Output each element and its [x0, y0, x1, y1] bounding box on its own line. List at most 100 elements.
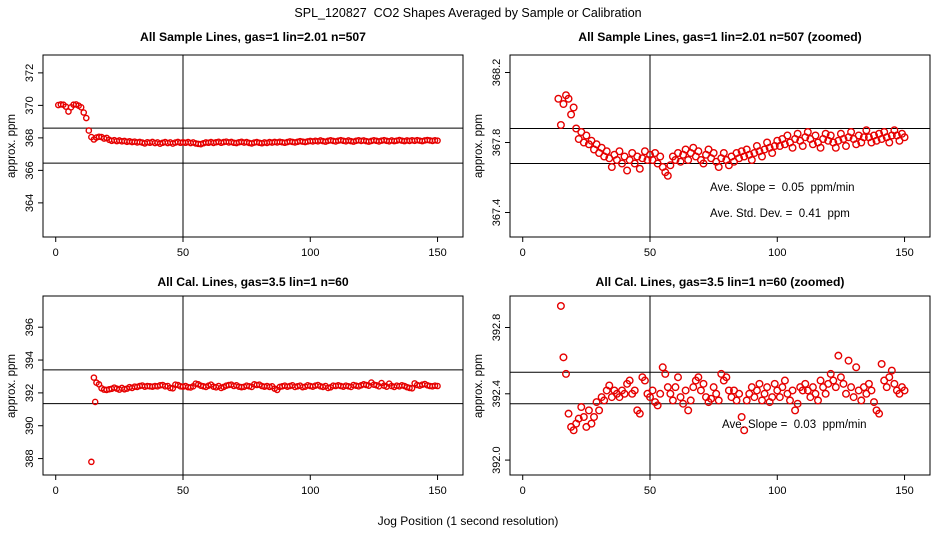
data-point — [694, 373, 703, 382]
x-tick-label: 100 — [768, 247, 786, 259]
data-point — [778, 383, 787, 392]
y-tick-label: 368 — [24, 129, 36, 147]
data-point — [831, 143, 840, 152]
data-point — [587, 419, 596, 428]
y-axis-label-sample: approx. ppm — [6, 114, 18, 178]
y-tick-label: 364 — [24, 194, 36, 212]
data-point — [847, 383, 856, 392]
data-point — [842, 389, 851, 398]
data-point — [742, 396, 751, 405]
data-point — [844, 356, 853, 365]
data-point — [559, 99, 568, 108]
data-point — [630, 386, 639, 395]
data-point — [686, 396, 695, 405]
x-tick-label: 0 — [520, 485, 526, 497]
data-point — [666, 161, 675, 170]
data-point — [684, 406, 693, 415]
x-tick-label: 0 — [53, 247, 59, 259]
data-point — [635, 164, 644, 173]
annotation-cal-slope: Ave. Slope = 0.03 ppm/min — [722, 419, 867, 431]
annotation-sample-stddev: Ave. Std. Dev. = 0.41 ppm — [710, 208, 850, 220]
data-point — [780, 140, 789, 149]
x-tick-label: 50 — [644, 247, 656, 259]
data-point — [434, 382, 441, 390]
x-tick-label: 100 — [768, 485, 786, 497]
data-point — [857, 396, 866, 405]
data-point — [793, 399, 802, 408]
data-point — [607, 162, 616, 171]
data-point — [836, 373, 845, 382]
data-point — [574, 414, 583, 423]
data-point — [882, 383, 891, 392]
data-point — [679, 399, 688, 408]
y-tick-label: 366 — [24, 161, 36, 179]
data-point — [600, 396, 609, 405]
x-tick-label: 150 — [895, 247, 913, 259]
data-point — [57, 101, 65, 108]
data-point — [900, 386, 909, 395]
data-point — [656, 152, 665, 161]
data-point — [786, 396, 795, 405]
data-point — [758, 152, 767, 161]
data-point — [564, 409, 573, 418]
data-point — [569, 426, 578, 435]
data-point — [770, 379, 779, 388]
data-point — [653, 401, 662, 410]
data-point — [625, 376, 634, 385]
data-point — [648, 386, 657, 395]
data-point — [740, 426, 749, 435]
data-point — [862, 126, 871, 135]
data-point — [839, 379, 848, 388]
data-point — [801, 379, 810, 388]
plot-frame — [42, 54, 464, 238]
data-point — [877, 359, 886, 368]
plot-frame — [509, 295, 931, 476]
data-point — [829, 376, 838, 385]
x-tick-label: 150 — [428, 247, 446, 259]
data-point — [775, 393, 784, 402]
main-title: SPL_120827 CO2 Shapes Averaged by Sample… — [294, 6, 642, 20]
annotation-sample-slope: Ave. Slope = 0.05 ppm/min — [710, 182, 855, 194]
panel-title-cal: All Cal. Lines, gas=3.5 lin=1 n=60 — [157, 275, 349, 289]
y-tick-label: 372 — [24, 64, 36, 82]
plot-frame — [509, 54, 931, 238]
x-tick-label: 150 — [428, 485, 446, 497]
data-point — [569, 103, 578, 112]
data-point — [821, 389, 830, 398]
data-point — [870, 398, 879, 407]
data-point — [864, 379, 873, 388]
y-axis-label-cal: approx. ppm — [6, 354, 18, 418]
x-tick-label: 0 — [53, 485, 59, 497]
data-point — [768, 148, 777, 157]
x-tick-label: 100 — [301, 485, 319, 497]
data-point — [816, 143, 825, 152]
data-point — [676, 157, 685, 166]
y-tick-label: 367.8 — [491, 129, 503, 157]
data-point — [564, 94, 573, 103]
data-point — [854, 131, 863, 140]
y-axis-label-cal-zoomed: approx. ppm — [473, 354, 485, 418]
data-point — [849, 393, 858, 402]
data-point — [556, 301, 565, 310]
data-point — [737, 412, 746, 421]
panel-title-cal-zoomed: All Cal. Lines, gas=3.5 lin=1 n=60 (zoom… — [595, 275, 845, 289]
data-point — [579, 412, 588, 421]
data-point — [808, 383, 817, 392]
y-tick-label: 396 — [24, 318, 36, 336]
data-point — [712, 389, 721, 398]
data-point — [658, 363, 667, 372]
data-point — [676, 393, 685, 402]
data-point — [834, 136, 843, 145]
data-point — [408, 384, 416, 392]
data-point — [793, 129, 802, 138]
data-point — [750, 148, 759, 157]
y-axis-label-sample-zoomed: approx. ppm — [473, 114, 485, 178]
y-tick-label: 392.8 — [491, 314, 503, 342]
data-point — [798, 141, 807, 150]
data-point — [663, 383, 672, 392]
data-point — [732, 396, 741, 405]
data-point — [758, 396, 767, 405]
data-point — [811, 131, 820, 140]
data-point — [816, 376, 825, 385]
x-tick-label: 50 — [644, 485, 656, 497]
